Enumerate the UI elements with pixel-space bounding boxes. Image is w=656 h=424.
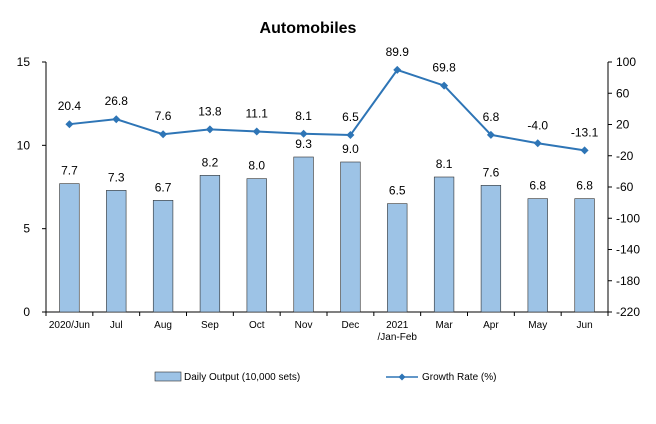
bar-data-label: 9.3 — [295, 137, 312, 151]
bar-data-label: 6.8 — [576, 179, 593, 193]
x-category-label: May — [528, 320, 547, 331]
line-data-label: 13.8 — [198, 104, 222, 118]
growth-rate-point — [486, 130, 495, 139]
x-category-label: Mar — [435, 320, 453, 331]
left-tick-label: 15 — [17, 55, 31, 69]
left-tick-label: 10 — [17, 138, 31, 152]
bar — [574, 198, 595, 313]
line-data-label: 69.8 — [432, 61, 456, 75]
growth-rate-point — [393, 65, 402, 74]
chart-title: Automobiles — [260, 20, 357, 37]
bar — [106, 190, 127, 313]
bar — [480, 185, 502, 313]
bar-data-label: 8.0 — [248, 159, 265, 173]
line-data-label: 6.8 — [483, 110, 500, 124]
x-category-label: Dec — [342, 320, 360, 331]
right-tick-label: -60 — [616, 180, 634, 194]
bar — [246, 178, 267, 313]
right-tick-label: -180 — [616, 274, 640, 288]
right-tick-label: 60 — [616, 86, 630, 100]
growth-rate-line — [69, 68, 585, 152]
bar-data-label: 7.3 — [108, 170, 125, 184]
line-data-label: -4.0 — [527, 118, 548, 132]
right-tick-label: 20 — [616, 118, 630, 132]
line-data-label: 26.8 — [105, 94, 129, 108]
line-data-label: 89.9 — [386, 45, 410, 59]
bar — [433, 176, 455, 313]
growth-rate-point — [533, 139, 542, 148]
line-data-label: 8.1 — [295, 109, 312, 123]
growth-rate-point — [205, 125, 214, 134]
legend-bar-swatch — [154, 371, 182, 382]
line-data-label: 20.4 — [58, 99, 82, 113]
line-data-label: -13.1 — [571, 125, 599, 139]
bar — [59, 183, 80, 313]
bar — [387, 203, 408, 313]
bar-data-label: 7.6 — [483, 165, 500, 179]
bar-data-label: 8.1 — [436, 157, 453, 171]
bar — [293, 156, 314, 313]
bar — [199, 175, 221, 313]
x-category-label: Apr — [483, 320, 499, 331]
x-category-label: Jul — [110, 320, 123, 331]
right-tick-label: -220 — [616, 305, 640, 319]
x-category-label: Jun — [577, 320, 593, 331]
bar-data-label: 6.7 — [155, 180, 172, 194]
bar — [152, 200, 174, 313]
growth-rate-point — [346, 131, 355, 140]
x-category-label: 2020/Jun — [49, 320, 90, 331]
x-category-label: 2021/Jan-Feb — [378, 320, 418, 343]
legend-bar-label: Daily Output (10,000 sets) — [184, 372, 300, 383]
growth-rate-point — [252, 127, 261, 136]
x-category-label: Sep — [201, 320, 219, 331]
legend-line-marker — [398, 373, 406, 381]
growth-rate-point — [299, 129, 308, 138]
line-data-label: 7.6 — [155, 109, 172, 123]
bar — [340, 161, 361, 313]
right-tick-label: -140 — [616, 243, 640, 257]
bar-data-label: 8.2 — [202, 155, 219, 169]
bar-data-label: 9.0 — [342, 142, 359, 156]
line-data-label: 6.5 — [342, 110, 359, 124]
right-tick-label: 100 — [616, 55, 636, 69]
left-tick-label: 5 — [23, 222, 30, 236]
growth-rate-point — [440, 81, 449, 90]
bar — [527, 198, 548, 313]
x-category-label: Oct — [249, 320, 265, 331]
right-tick-label: -20 — [616, 149, 634, 163]
x-category-label: Nov — [295, 320, 313, 331]
right-tick-label: -100 — [616, 211, 640, 225]
bar-data-label: 7.7 — [61, 164, 78, 178]
growth-rate-point — [65, 120, 74, 129]
growth-rate-point — [112, 115, 121, 124]
growth-rate-point — [580, 146, 589, 155]
left-tick-label: 0 — [23, 305, 30, 319]
line-data-label: 11.1 — [246, 106, 269, 120]
bar-data-label: 6.5 — [389, 184, 406, 198]
legend-line-label: Growth Rate (%) — [422, 372, 496, 383]
bar-data-label: 6.8 — [529, 179, 546, 193]
x-category-label: Aug — [154, 320, 172, 331]
plot-area: 0 5 10 15 100 60 20 -20 -60 -100 -140 -180 -220 2020/… — [17, 45, 641, 343]
legend: Daily Output (10,000 sets) Growth Rate (… — [154, 371, 496, 383]
growth-rate-point — [159, 130, 168, 139]
